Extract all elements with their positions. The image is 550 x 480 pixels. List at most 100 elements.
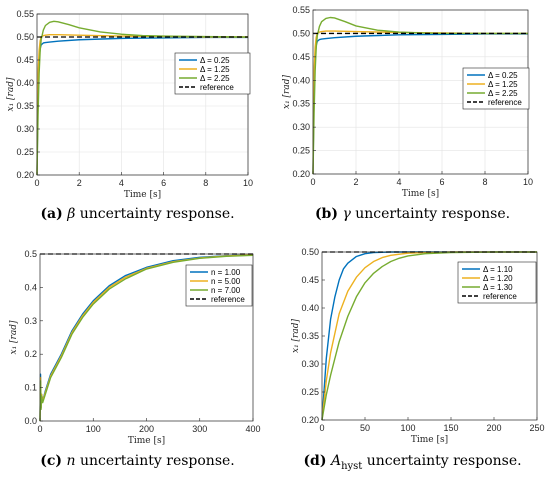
legend-label: Δ = 0.25 [200, 56, 230, 65]
x-tick-label: 0 [34, 178, 39, 188]
caption-d-text: uncertainty response. [366, 453, 522, 469]
x-tick-label: 8 [203, 178, 208, 188]
y-tick-label: 0.20 [16, 170, 34, 180]
x-axis-label: Time [s] [128, 436, 165, 446]
x-tick-label: 0 [310, 177, 315, 187]
y-tick-label: 0.35 [292, 99, 310, 109]
y-tick-label: 0.45 [301, 275, 319, 285]
caption-b-text: uncertainty response. [355, 206, 511, 222]
y-tick-label: 0.40 [301, 303, 319, 313]
y-tick-label: 0.0 [24, 416, 37, 426]
legend-label: Δ = 2.25 [200, 74, 230, 83]
y-tick-label: 0.4 [24, 282, 37, 292]
x-tick-label: 4 [119, 178, 124, 188]
x-tick-label: 100 [86, 424, 101, 434]
y-tick-label: 0.25 [301, 387, 319, 397]
y-tick-label: 0.20 [301, 415, 319, 425]
caption-b-letter: (b) [314, 206, 338, 222]
legend-label: Δ = 1.25 [488, 80, 518, 89]
caption-a-text: uncertainty response. [79, 206, 235, 222]
y-tick-label: 0.2 [24, 349, 37, 359]
x-tick-label: 2 [77, 178, 82, 188]
legend-label: Δ = 0.25 [488, 71, 518, 80]
y-tick-label: 0.30 [301, 359, 319, 369]
y-tick-label: 0.30 [292, 122, 310, 132]
x-tick-label: 100 [400, 423, 415, 433]
x-axis-label: Time [s] [124, 190, 161, 200]
legend-label: reference [211, 295, 245, 304]
caption-c-symbol: n [66, 453, 76, 469]
y-axis-label: x₁ [rad] [291, 319, 301, 353]
legend-label: Δ = 1.30 [483, 283, 513, 292]
legend-label: Δ = 1.25 [200, 65, 230, 74]
caption-d-letter: (d) [303, 453, 327, 469]
caption-a: (a) β uncertainty response. [0, 206, 275, 222]
y-tick-label: 0.45 [292, 52, 310, 62]
x-tick-label: 4 [396, 177, 401, 187]
y-tick-label: 0.3 [24, 316, 37, 326]
y-tick-label: 0.55 [16, 9, 34, 19]
x-tick-label: 6 [161, 178, 166, 188]
legend-label: n = 1.00 [211, 268, 241, 277]
x-axis-label: Time [s] [411, 435, 448, 445]
y-tick-label: 0.20 [292, 169, 310, 179]
legend-label: n = 7.00 [211, 286, 241, 295]
series-line-3 [36, 20, 249, 176]
y-tick-label: 0.35 [301, 331, 319, 341]
x-tick-label: 50 [360, 423, 370, 433]
legend-label: Δ = 1.10 [483, 265, 513, 274]
panel-c: 0 100 200 300 400 0.0 0.1 0.2 0.3 0.4 0.5 Time [s] x… [0, 240, 275, 480]
y-axis-label: x₁ [rad] [282, 75, 292, 109]
x-tick-label: 200 [486, 423, 501, 433]
x-tick-label: 10 [243, 178, 253, 188]
x-tick-label: 6 [439, 177, 444, 187]
chart-a: 0 2 4 6 8 10 0.20 0.25 0.30 0.35 0.40 0.45 0.50 0.55 T… [6, 9, 253, 200]
x-tick-label: 8 [482, 177, 487, 187]
series-line-3 [312, 16, 528, 175]
y-tick-label: 0.50 [292, 28, 310, 38]
legend-label: reference [483, 292, 517, 301]
x-tick-label: 150 [443, 423, 458, 433]
y-tick-label: 0.30 [16, 124, 34, 134]
chart-c: 0 100 200 300 400 0.0 0.1 0.2 0.3 0.4 0.5 Time [s] x… [9, 249, 261, 446]
axes-frame [36, 13, 249, 176]
y-tick-label: 0.50 [301, 247, 319, 257]
panel-a: 0 2 4 6 8 10 0.20 0.25 0.30 0.35 0.40 0.45 0.50 0.55 T… [0, 0, 275, 240]
caption-b: (b) γ uncertainty response. [275, 206, 550, 222]
y-tick-label: 0.40 [16, 78, 34, 88]
legend-label: reference [200, 83, 234, 92]
legend-label: reference [488, 98, 522, 107]
legend-label: Δ = 2.25 [488, 89, 518, 98]
y-axis-label: x₁ [rad] [9, 320, 19, 354]
caption-b-symbol: γ [342, 206, 351, 222]
caption-c: (c) n uncertainty response. [0, 453, 275, 469]
y-axis-label: x₁ [rad] [6, 77, 16, 111]
y-tick-label: 0.50 [16, 32, 34, 42]
x-tick-label: 250 [529, 423, 544, 433]
legend-label: n = 5.00 [211, 277, 241, 286]
caption-c-text: uncertainty response. [79, 453, 235, 469]
x-tick-label: 0 [319, 423, 324, 433]
caption-a-symbol: β [67, 206, 76, 222]
x-tick-label: 10 [523, 177, 533, 187]
caption-d: (d) Ahyst uncertainty response. [275, 453, 550, 472]
x-tick-label: 300 [192, 424, 207, 434]
chart-b: 0 2 4 6 8 10 0.20 0.25 0.30 0.35 0.40 0.45 0.50 0.55 T… [282, 5, 533, 199]
y-tick-label: 0.25 [16, 147, 34, 157]
caption-d-subscript: hyst [341, 460, 363, 472]
y-tick-label: 0.55 [292, 5, 310, 15]
chart-d: 0 50 100 150 200 250 0.20 0.25 0.30 0.35 0.40 0.45 0… [291, 247, 545, 445]
caption-d-symbol: A [330, 453, 342, 469]
caption-c-letter: (c) [40, 453, 63, 469]
y-tick-label: 0.1 [24, 383, 37, 393]
y-tick-label: 0.5 [24, 249, 37, 259]
x-tick-label: 400 [245, 424, 260, 434]
x-tick-label: 200 [139, 424, 154, 434]
panel-d: 0 50 100 150 200 250 0.20 0.25 0.30 0.35 0.40 0.45 0… [275, 240, 550, 480]
series-line-3 [39, 254, 254, 422]
caption-a-letter: (a) [40, 206, 63, 222]
x-axis-label: Time [s] [402, 189, 439, 199]
y-tick-label: 0.35 [16, 101, 34, 111]
y-tick-label: 0.25 [292, 146, 310, 156]
legend-label: Δ = 1.20 [483, 274, 513, 283]
